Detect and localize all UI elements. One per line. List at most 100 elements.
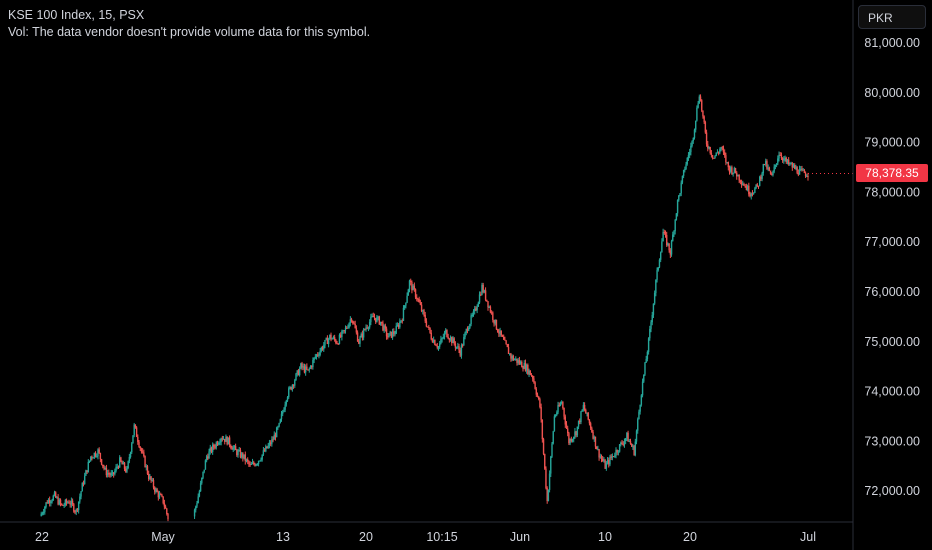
- candle-body: [493, 319, 495, 324]
- candle-body: [336, 343, 338, 345]
- candle-body: [41, 513, 44, 515]
- candle-body: [344, 327, 347, 331]
- candle-body: [378, 316, 381, 325]
- candle-body: [451, 337, 453, 344]
- candle-body: [472, 311, 475, 315]
- candle-body: [767, 167, 769, 169]
- time-axis[interactable]: 22 May 13 20 10:15 Jun 10 20 Jul: [35, 530, 816, 544]
- symbol-title[interactable]: KSE 100 Index, 15, PSX: [8, 8, 145, 22]
- candle-body: [347, 327, 349, 329]
- candle-body: [162, 496, 164, 504]
- candle-body: [694, 120, 697, 130]
- currency-button[interactable]: PKR: [858, 5, 926, 29]
- candle-body: [221, 438, 224, 440]
- candle-body: [216, 442, 219, 445]
- candle-body: [523, 363, 525, 369]
- candle-body: [577, 420, 580, 427]
- candle-body: [552, 431, 554, 444]
- candle-body: [546, 488, 548, 501]
- candle-body: [558, 405, 560, 407]
- candle-body: [239, 450, 242, 458]
- candle-body: [59, 499, 62, 504]
- candle-body: [64, 500, 67, 506]
- candle-body: [379, 321, 382, 325]
- candle-body: [442, 337, 445, 339]
- candle-body: [534, 382, 536, 389]
- candle-body: [150, 476, 152, 481]
- candle-body: [691, 141, 693, 146]
- candle-body: [103, 466, 105, 469]
- candle-body: [407, 289, 410, 296]
- candle-body: [167, 513, 169, 520]
- candle-body: [289, 387, 291, 389]
- candle-body: [643, 374, 645, 382]
- candle-body: [466, 329, 469, 331]
- candle-body: [591, 428, 593, 433]
- candle-body: [348, 323, 350, 328]
- candle-body: [53, 492, 56, 496]
- candle-body: [122, 462, 125, 465]
- candle-body: [484, 290, 487, 300]
- candle-body: [560, 402, 563, 404]
- candle-body: [337, 343, 339, 345]
- candle-body: [198, 491, 201, 497]
- candle-body: [634, 441, 637, 456]
- candle-body: [785, 157, 787, 163]
- candle-body: [257, 460, 260, 464]
- candle-body: [99, 452, 102, 460]
- candle-body: [687, 155, 690, 158]
- candle-body: [581, 409, 583, 412]
- candle-body: [210, 447, 213, 452]
- candle-body: [681, 175, 684, 183]
- candle-body: [633, 446, 635, 456]
- candle-body: [798, 169, 801, 175]
- candle-body: [108, 472, 110, 475]
- candle-body: [208, 451, 210, 459]
- candle-body: [358, 341, 360, 344]
- candle-body: [588, 419, 591, 424]
- candle-body: [609, 456, 611, 465]
- candle-body: [295, 373, 297, 381]
- candle-body: [402, 307, 405, 321]
- candle-body: [96, 456, 98, 458]
- candle-body: [487, 301, 489, 308]
- candle-body: [627, 432, 629, 442]
- candle-body: [135, 427, 138, 437]
- candle-body: [463, 337, 465, 346]
- candle-body: [569, 438, 571, 444]
- candle-body: [576, 426, 579, 436]
- candle-body: [146, 466, 149, 474]
- candle-body: [385, 328, 388, 337]
- price-axis[interactable]: 72,000.00 73,000.00 74,000.00 75,000.00 76,0…: [864, 36, 920, 498]
- candle-body: [417, 298, 419, 300]
- candle-body: [632, 446, 634, 448]
- price-tick-label: 76,000.00: [864, 285, 920, 299]
- candle-body: [230, 445, 232, 448]
- candle-body: [713, 157, 715, 159]
- candle-body: [145, 466, 147, 468]
- candle-body: [116, 466, 118, 468]
- candle-body: [723, 152, 726, 156]
- candle-body: [676, 200, 679, 214]
- candle-body: [267, 445, 269, 449]
- candle-body: [510, 353, 512, 359]
- candle-body: [635, 430, 638, 442]
- candle-body: [321, 347, 324, 350]
- candle-body: [98, 449, 100, 453]
- candle-body: [137, 436, 139, 442]
- candle-body: [431, 339, 434, 343]
- candle-body: [412, 285, 414, 291]
- candle-body: [769, 170, 772, 175]
- candle-body: [492, 312, 494, 320]
- candle-body: [155, 489, 157, 492]
- candle-body: [758, 176, 761, 186]
- candle-body: [692, 137, 694, 142]
- candle-body: [739, 180, 742, 183]
- candle-body: [158, 494, 161, 498]
- candle-body: [243, 454, 245, 459]
- candle-body: [355, 328, 358, 333]
- candle-body: [496, 329, 499, 333]
- candle-body: [748, 185, 750, 195]
- candle-body: [471, 314, 474, 316]
